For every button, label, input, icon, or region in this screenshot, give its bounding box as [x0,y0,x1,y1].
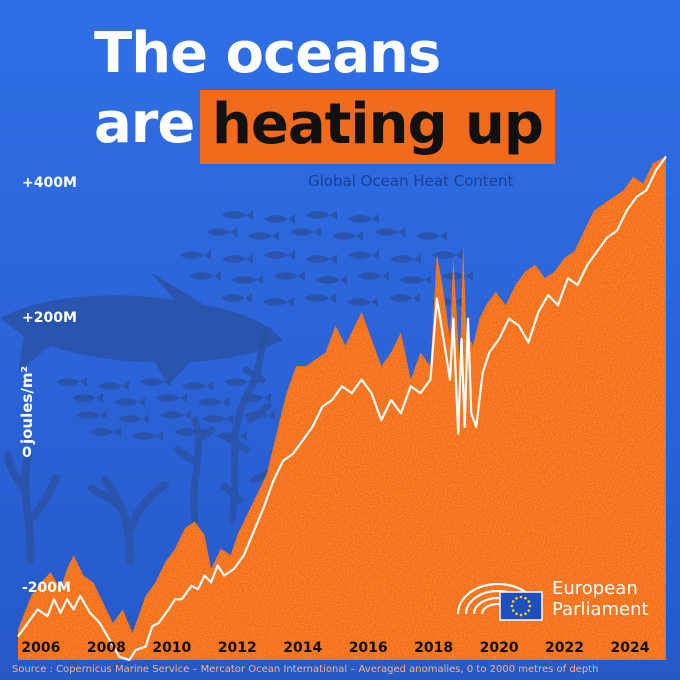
eu-star-icon [524,612,527,616]
fish-icon [442,271,473,281]
fish-icon [114,397,145,407]
fish-icon [160,410,191,420]
y-tick-label: +400M [22,174,77,191]
fish-icon [390,254,421,264]
fish-icon [182,381,213,391]
fish-icon [140,377,171,387]
eu-star-icon [511,600,515,603]
fish-icon [389,293,420,303]
eu-star-icon [519,595,523,599]
fish-icon [198,397,229,407]
fish-icon [432,250,463,260]
fish-icon [190,271,221,281]
fish-icon [347,297,378,307]
y-tick-label: +200M [22,309,77,326]
coral-icon [4,451,169,564]
fish-icon [90,427,121,437]
x-tick-label: 2010 [152,640,192,656]
eu-star-icon [515,612,518,616]
eu-star-icon [515,596,518,600]
fish-icon [290,227,321,237]
fish-icon [118,414,149,424]
fish-icon [264,250,295,260]
fish-icon [374,227,405,237]
x-tick-label: 2022 [545,640,585,656]
fish-icon [132,431,163,441]
eu-star-icon [527,600,531,603]
x-tick-label: 2024 [610,640,650,656]
fish-icon [274,271,305,281]
logo-line-1: European [552,578,638,599]
fish-icon [56,377,87,387]
fish-icon [306,210,337,220]
fish-icon [174,427,205,437]
fish-icon [216,431,247,441]
eu-stars-icon [510,595,532,617]
x-tick-label: 2016 [348,640,388,656]
parliament-hemicycle-icon [456,582,543,621]
y-tick-label: -200M [22,580,71,597]
fish-icon [222,210,253,220]
fish-icon [232,275,263,285]
fish-icon [263,297,294,307]
fish-icon [98,381,129,391]
fish-icon [206,227,237,237]
shark-silhouette-icon [0,272,282,386]
eu-star-icon [527,609,531,612]
x-tick-label: 2014 [283,640,323,656]
fish-icon [156,393,187,403]
fish-icon [202,414,233,424]
x-tick-label: 2020 [479,640,519,656]
fish-icon [416,231,447,241]
title-line-1: The oceans [94,21,441,86]
fish-icon [348,250,379,260]
fish-icon [222,254,253,264]
fish-icon [332,231,363,241]
european-parliament-logo: European Parliament [454,572,664,624]
y-axis-label: joules/m² [18,365,37,445]
fish-icon [306,254,337,264]
fish-icon [358,271,389,281]
eu-star-icon [519,613,523,617]
title-highlight: heating up [200,90,556,164]
fish-icon [72,393,103,403]
eu-star-icon [511,609,515,612]
fish-icon [224,377,255,387]
title-prefix: are [94,91,195,156]
seaweed-icon [174,326,278,524]
x-tick-label: 2008 [86,640,126,656]
source-note: Source : Copernicus Marine Service – Mer… [12,664,599,675]
fish-icon [348,214,379,224]
fish-icon [400,275,431,285]
fish-icon [180,250,211,260]
eu-star-icon [528,604,532,608]
logo-line-2: Parliament [552,599,649,620]
fish-icon [316,275,347,285]
fish-icon [248,231,279,241]
fish-icon [76,410,107,420]
y-tick-label: 0 [22,444,32,461]
fish-icon [221,293,252,303]
fish-icon [264,214,295,224]
eu-star-icon [510,604,514,608]
eu-star-icon [524,596,527,600]
x-tick-label: 2012 [217,640,257,656]
x-tick-label: 2018 [414,640,454,656]
line-series-path [17,155,667,662]
fish-icon [305,293,336,303]
logo-text: European Parliament [552,578,649,620]
chart-subtitle: Global Ocean Heat Content [308,172,514,190]
x-tick-label: 2006 [21,640,61,656]
heat-line-series [17,155,667,662]
ocean-decoration [0,210,473,564]
